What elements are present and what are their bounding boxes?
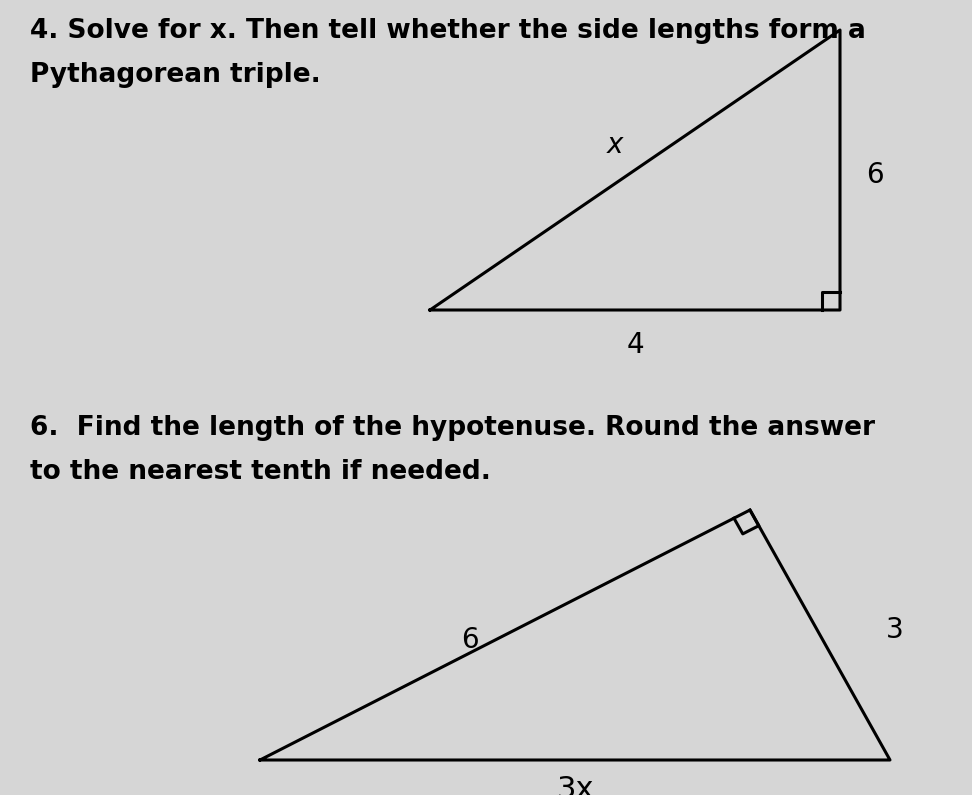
Text: 6: 6 (461, 626, 479, 654)
Text: 3: 3 (886, 616, 904, 644)
Text: 4: 4 (626, 331, 643, 359)
Text: 3x: 3x (556, 775, 594, 795)
Text: Pythagorean triple.: Pythagorean triple. (30, 62, 321, 88)
Text: 6: 6 (866, 161, 884, 189)
Text: to the nearest tenth if needed.: to the nearest tenth if needed. (30, 459, 491, 485)
Text: 6.  Find the length of the hypotenuse. Round the answer: 6. Find the length of the hypotenuse. Ro… (30, 415, 875, 441)
Text: 4. Solve for x. Then tell whether the side lengths form a: 4. Solve for x. Then tell whether the si… (30, 18, 866, 44)
Text: x: x (607, 131, 623, 159)
